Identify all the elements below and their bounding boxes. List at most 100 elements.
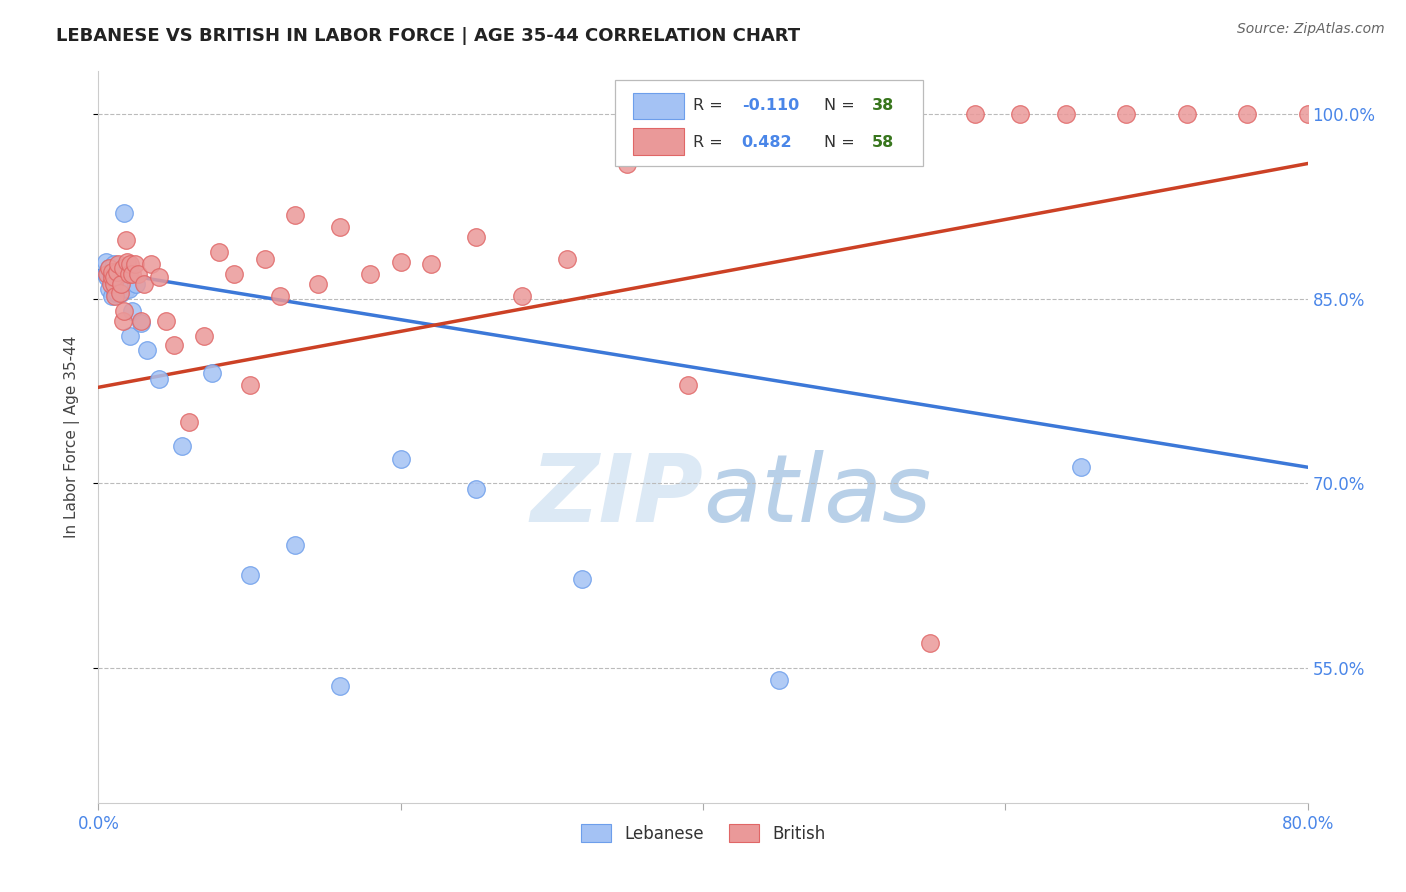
Point: [112, 205, 135, 219]
Point: [201, 366, 224, 380]
Point: [125, 277, 148, 291]
Text: N =: N =: [824, 135, 860, 150]
Text: R =: R =: [693, 98, 728, 113]
Point: [873, 107, 896, 121]
Point: [360, 267, 382, 281]
Text: ZIP: ZIP: [530, 450, 703, 541]
Text: 58: 58: [872, 135, 894, 150]
Point: [120, 328, 142, 343]
Point: [148, 269, 170, 284]
Point: [124, 257, 146, 271]
FancyBboxPatch shape: [633, 93, 683, 120]
Point: [101, 269, 124, 284]
Point: [148, 372, 170, 386]
Text: N =: N =: [824, 98, 860, 113]
Point: [965, 107, 987, 121]
Point: [127, 267, 149, 281]
Point: [121, 304, 143, 318]
Point: [108, 285, 131, 300]
Point: [239, 377, 262, 392]
Point: [170, 439, 193, 453]
Point: [98, 282, 121, 296]
Point: [100, 267, 122, 281]
Text: 0.482: 0.482: [742, 135, 793, 150]
Y-axis label: In Labor Force | Age 35-44: In Labor Force | Age 35-44: [65, 336, 80, 538]
Point: [329, 220, 352, 235]
Point: [329, 679, 352, 693]
Point: [208, 245, 231, 260]
Point: [1115, 107, 1137, 121]
Point: [101, 273, 124, 287]
Text: LEBANESE VS BRITISH IN LABOR FORCE | AGE 35-44 CORRELATION CHART: LEBANESE VS BRITISH IN LABOR FORCE | AGE…: [56, 27, 800, 45]
Point: [555, 252, 578, 267]
Point: [1010, 107, 1032, 121]
Point: [103, 277, 125, 291]
Point: [94, 255, 117, 269]
Point: [96, 267, 118, 281]
Point: [104, 289, 127, 303]
Point: [616, 156, 638, 170]
Point: [111, 277, 134, 291]
Point: [104, 285, 127, 300]
Point: [101, 289, 124, 303]
Point: [105, 277, 128, 291]
Point: [224, 267, 246, 281]
Point: [129, 314, 152, 328]
Point: [132, 277, 155, 291]
Legend: Lebanese, British: Lebanese, British: [574, 817, 832, 849]
Point: [1070, 460, 1092, 475]
Point: [101, 265, 124, 279]
Point: [96, 269, 118, 284]
Point: [103, 267, 125, 281]
Point: [110, 285, 132, 300]
Point: [389, 255, 412, 269]
Point: [676, 377, 699, 392]
Point: [1236, 107, 1258, 121]
Point: [94, 267, 117, 281]
Point: [129, 317, 152, 331]
Point: [768, 673, 790, 687]
Point: [723, 107, 745, 121]
Point: [114, 282, 136, 296]
Point: [118, 267, 141, 281]
Point: [465, 230, 488, 244]
Point: [193, 328, 215, 343]
Point: [135, 343, 157, 358]
FancyBboxPatch shape: [633, 128, 683, 155]
Point: [1054, 107, 1077, 121]
Point: [420, 257, 443, 271]
Point: [571, 572, 593, 586]
Point: [828, 120, 851, 134]
Text: -0.110: -0.110: [742, 98, 799, 113]
Point: [111, 261, 134, 276]
Point: [918, 636, 941, 650]
Point: [105, 265, 128, 279]
Point: [253, 252, 276, 267]
Point: [121, 267, 143, 281]
Point: [111, 314, 134, 328]
Text: Source: ZipAtlas.com: Source: ZipAtlas.com: [1237, 22, 1385, 37]
Text: 38: 38: [872, 98, 894, 113]
Point: [510, 289, 533, 303]
Point: [114, 233, 136, 247]
Text: R =: R =: [693, 135, 728, 150]
Point: [465, 483, 488, 497]
Point: [104, 273, 127, 287]
Point: [103, 277, 125, 291]
Point: [155, 314, 177, 328]
Point: [107, 267, 129, 281]
Point: [284, 208, 307, 222]
Point: [389, 451, 412, 466]
Point: [108, 279, 131, 293]
Text: atlas: atlas: [703, 450, 931, 541]
Point: [98, 261, 121, 276]
Point: [141, 257, 163, 271]
Point: [1296, 107, 1319, 121]
Point: [110, 277, 132, 291]
FancyBboxPatch shape: [614, 80, 924, 167]
Point: [107, 257, 129, 271]
Point: [118, 282, 141, 296]
Point: [163, 338, 186, 352]
Point: [105, 285, 128, 300]
Point: [103, 257, 125, 271]
